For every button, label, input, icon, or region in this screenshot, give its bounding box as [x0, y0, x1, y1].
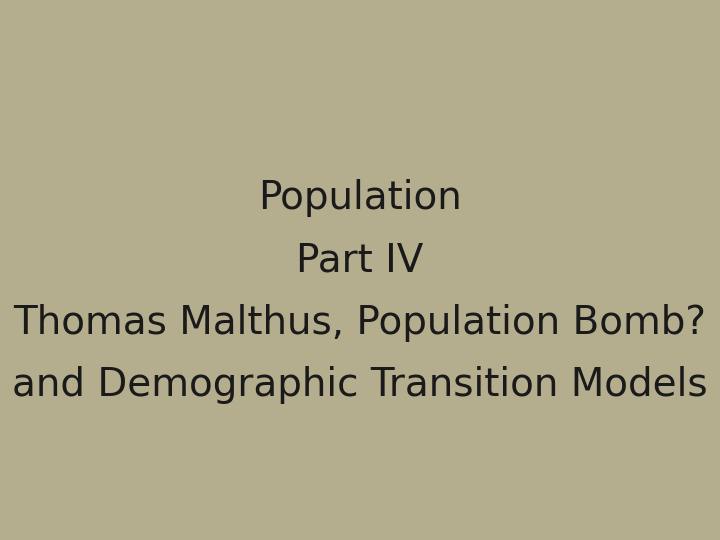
Text: Population: Population — [258, 179, 462, 218]
Text: Thomas Malthus, Population Bomb?: Thomas Malthus, Population Bomb? — [14, 303, 706, 342]
Text: and Demographic Transition Models: and Demographic Transition Models — [12, 366, 708, 404]
Text: Part IV: Part IV — [297, 241, 423, 280]
